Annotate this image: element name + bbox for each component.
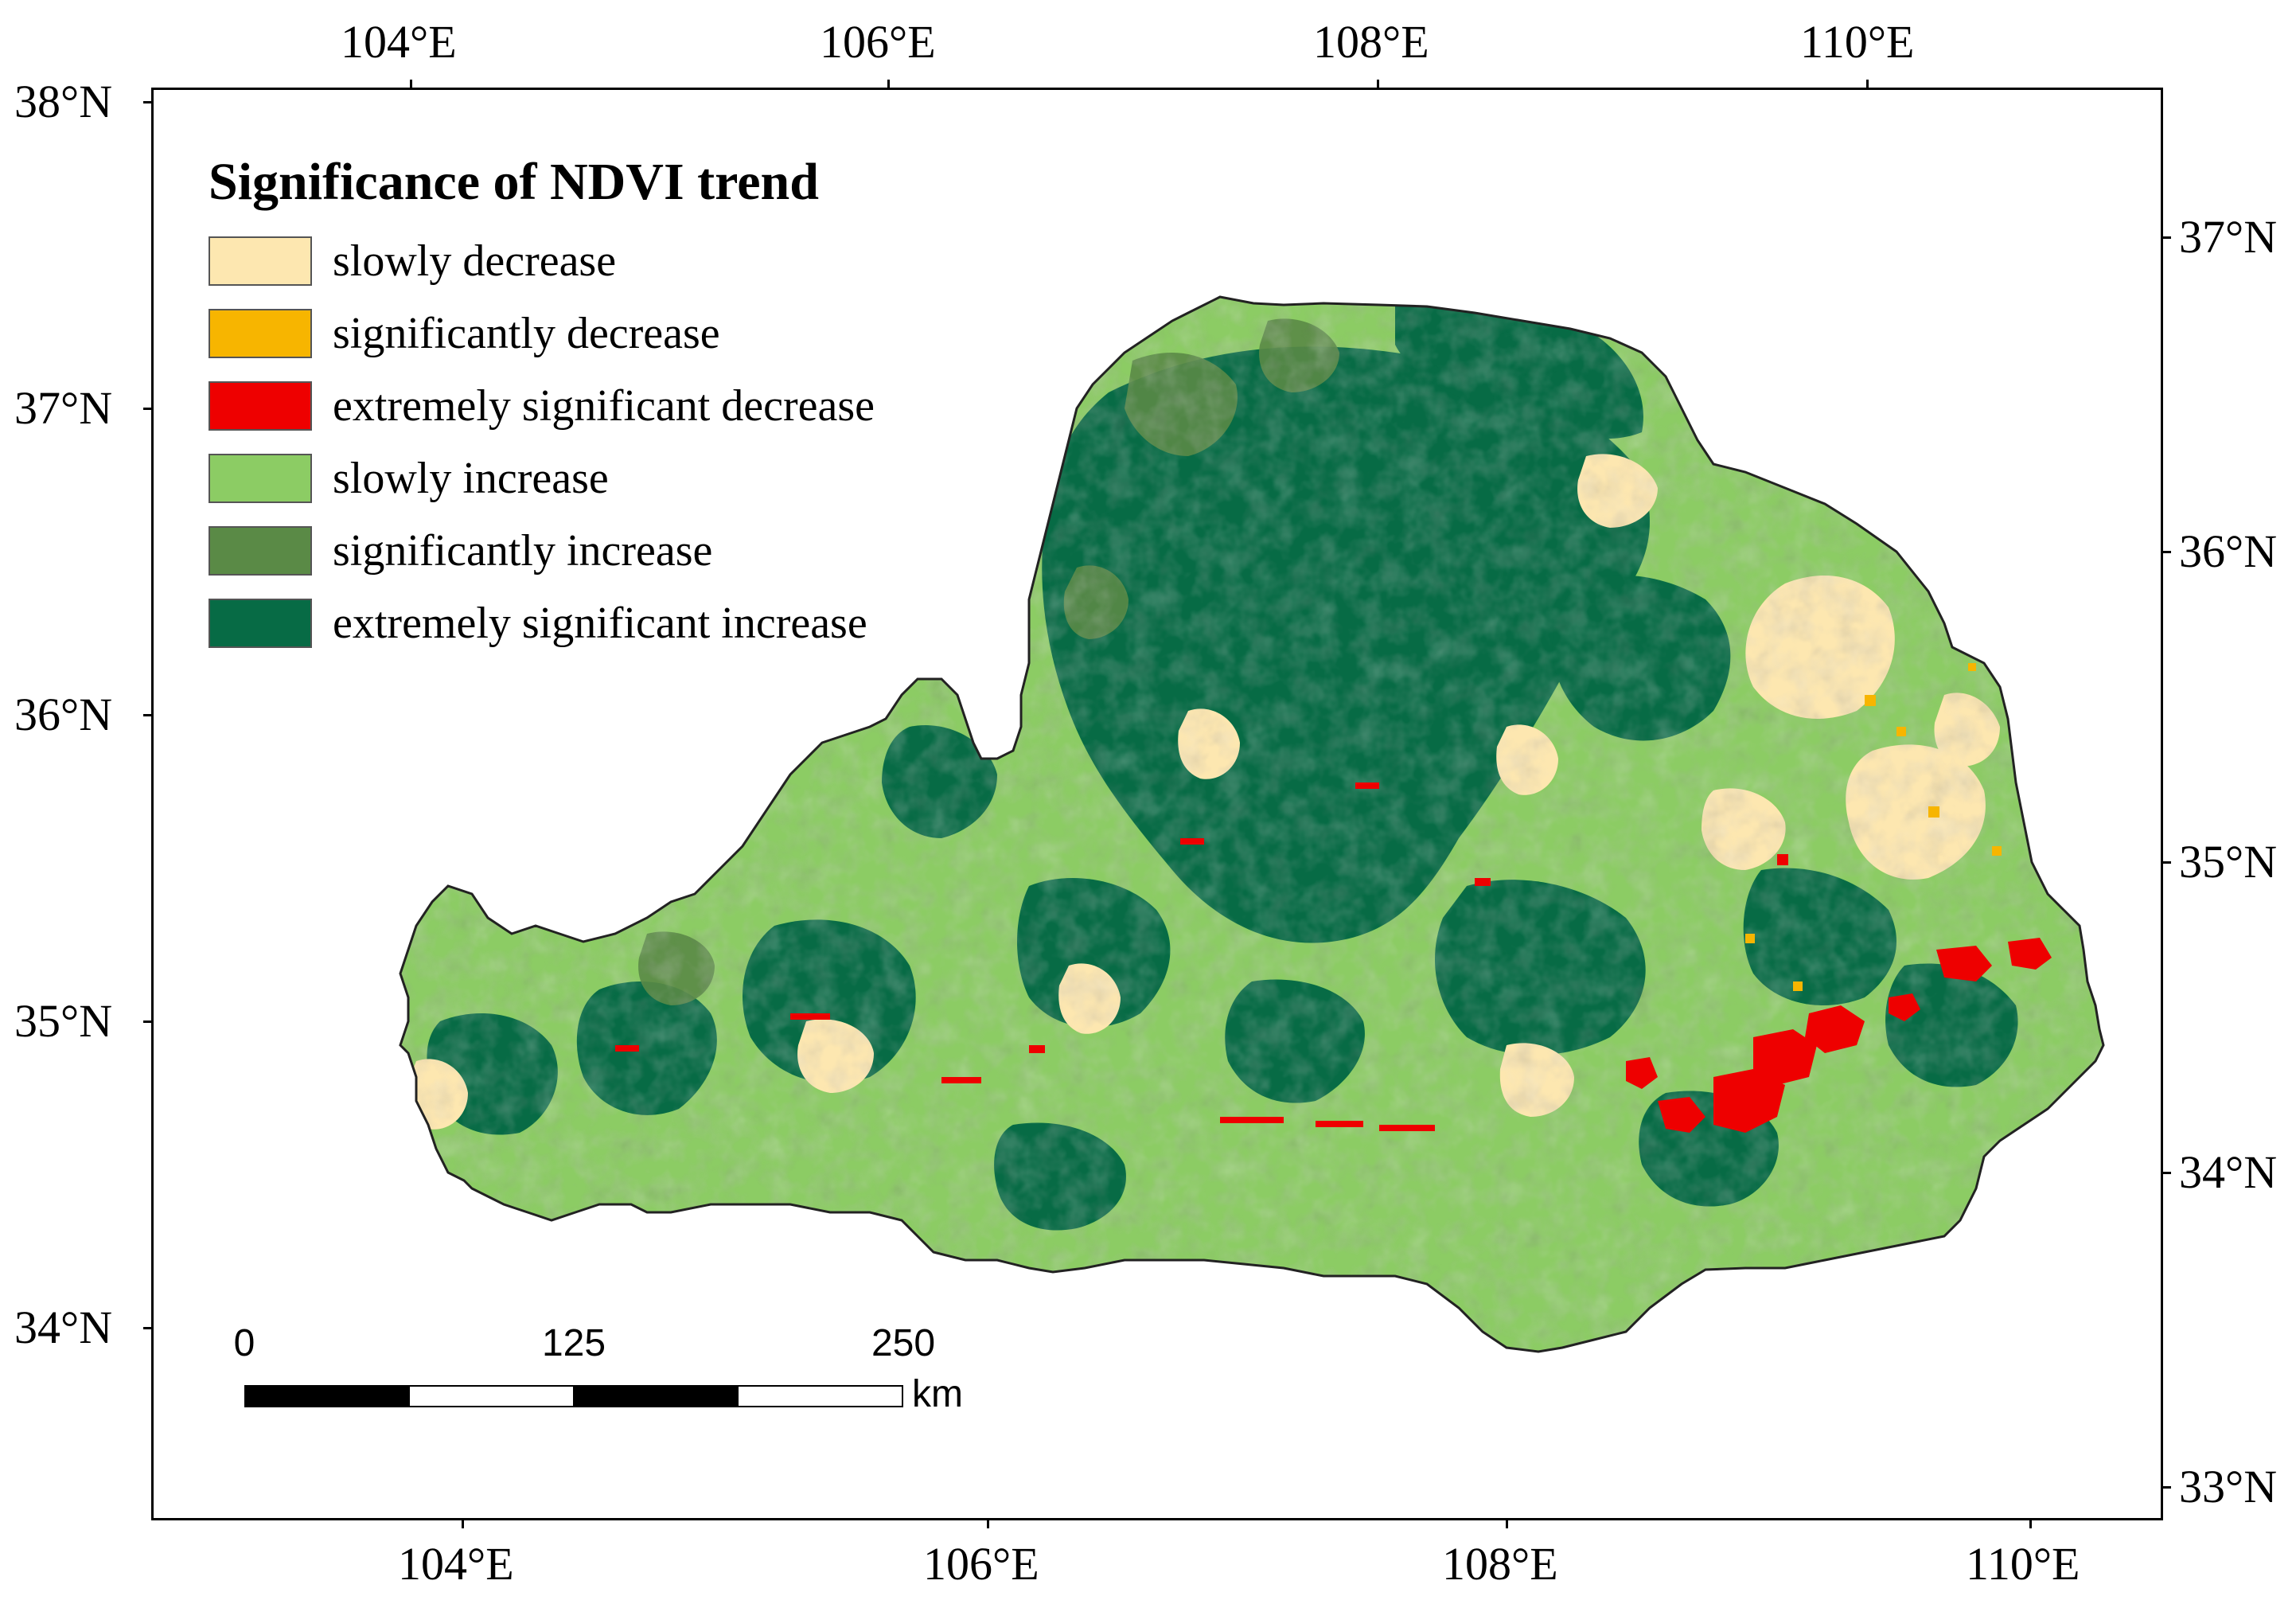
tick-right-34 — [2162, 1172, 2171, 1174]
legend-label: slowly increase — [333, 453, 609, 503]
bottom-lon-label: 108°E — [1442, 1538, 1558, 1590]
tick-bottom-106 — [987, 1519, 989, 1528]
legend-label: significantly decrease — [333, 308, 720, 358]
scale-segment — [409, 1387, 573, 1406]
tick-left-36 — [143, 714, 153, 716]
left-lat-label: 36°N — [14, 689, 113, 740]
top-lon-label: 108°E — [1313, 16, 1429, 68]
top-lon-label: 110°E — [1800, 16, 1915, 68]
right-lat-label: 37°N — [2179, 211, 2278, 263]
tick-right-36 — [2162, 551, 2171, 553]
legend-swatch — [209, 598, 312, 648]
legend-label: slowly decrease — [333, 236, 617, 286]
legend-item: slowly decrease — [209, 224, 875, 297]
tick-right-35 — [2162, 861, 2171, 864]
legend-item: extremely significant increase — [209, 587, 875, 659]
legend-label: significantly increase — [333, 525, 713, 576]
scale-bar-graphic — [244, 1385, 903, 1407]
legend-item: significantly increase — [209, 514, 875, 587]
tick-bottom-108 — [1506, 1519, 1508, 1528]
legend-swatch — [209, 525, 312, 576]
scale-tick-label: 250 — [871, 1322, 936, 1364]
legend-item: slowly increase — [209, 442, 875, 514]
legend-swatch — [209, 380, 312, 431]
tick-left-37 — [143, 408, 153, 410]
tick-left-35 — [143, 1020, 153, 1023]
top-lon-label: 104°E — [341, 16, 457, 68]
legend-item: significantly decrease — [209, 297, 875, 369]
map-frame — [151, 88, 2163, 1520]
scale-segment — [246, 1387, 410, 1406]
bottom-lon-label: 104°E — [398, 1538, 514, 1590]
tick-top-106 — [887, 80, 890, 89]
tick-left-38 — [143, 101, 153, 103]
scale-tick-label: 125 — [541, 1322, 606, 1364]
scale-segment — [573, 1387, 737, 1406]
right-lat-label: 36°N — [2179, 525, 2278, 577]
scale-bar: 0 125 250 km — [223, 1321, 963, 1425]
tick-right-37 — [2162, 236, 2171, 239]
tick-top-104 — [410, 80, 412, 89]
legend-title: Significance of NDVI trend — [209, 153, 819, 211]
left-lat-label: 35°N — [14, 995, 113, 1047]
top-lon-label: 106°E — [820, 16, 936, 68]
legend-swatch — [209, 236, 312, 286]
left-lat-label: 38°N — [14, 76, 113, 127]
legend-label: extremely significant decrease — [333, 380, 875, 431]
tick-top-110 — [1866, 80, 1869, 89]
right-lat-label: 33°N — [2179, 1461, 2278, 1512]
tick-left-34 — [143, 1327, 153, 1329]
right-lat-label: 34°N — [2179, 1146, 2278, 1198]
bottom-lon-label: 106°E — [923, 1538, 1039, 1590]
bottom-lon-label: 110°E — [1966, 1538, 2080, 1590]
legend-label: extremely significant increase — [333, 598, 867, 648]
tick-right-33 — [2162, 1486, 2171, 1489]
tick-bottom-110 — [2029, 1519, 2032, 1528]
scale-tick-label: 0 — [233, 1322, 255, 1364]
legend-swatch — [209, 308, 312, 358]
tick-top-108 — [1377, 80, 1379, 89]
left-lat-label: 37°N — [14, 382, 113, 434]
study-region-map — [399, 295, 2105, 1353]
legend-item: extremely significant decrease — [209, 369, 875, 442]
tick-bottom-104 — [462, 1519, 464, 1528]
legend-swatch — [209, 453, 312, 503]
left-lat-label: 34°N — [14, 1301, 113, 1353]
legend: Significance of NDVI trend slowly decrea… — [209, 151, 875, 659]
scale-segment — [736, 1387, 902, 1406]
scale-unit: km — [912, 1373, 963, 1415]
right-lat-label: 35°N — [2179, 836, 2278, 888]
